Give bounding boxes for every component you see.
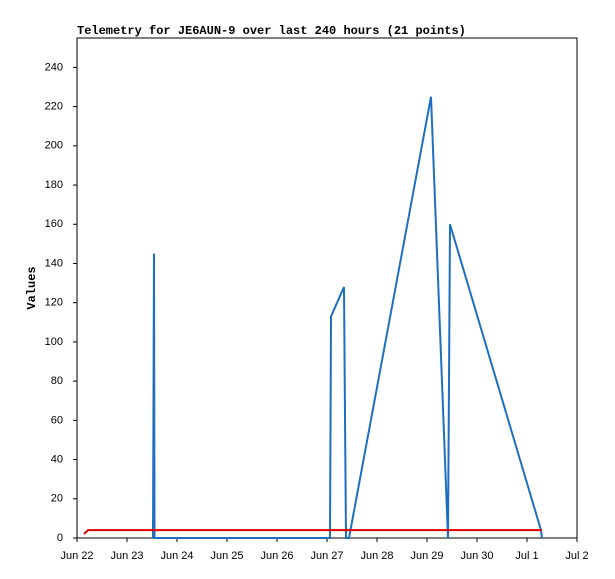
- x-tick-label: Jun 22: [60, 550, 93, 562]
- x-tick-label: Jul 1: [515, 550, 538, 562]
- x-tick-label: Jun 25: [210, 550, 243, 562]
- y-tick-label: 0: [57, 532, 63, 544]
- x-tick-label: Jul 2: [565, 550, 588, 562]
- x-tick-label: Jun 27: [310, 550, 343, 562]
- y-tick-label: 220: [45, 101, 63, 113]
- y-tick-label: 200: [45, 140, 63, 152]
- series-line: [83, 529, 542, 535]
- x-tick-label: Jun 26: [260, 550, 293, 562]
- y-tick-label: 240: [45, 61, 63, 73]
- plot-frame: [76, 37, 578, 539]
- y-tick-label: 100: [45, 336, 63, 348]
- x-tick-label: Jun 23: [110, 550, 143, 562]
- x-tick-label: Jun 30: [460, 550, 493, 562]
- y-tick-label: 120: [45, 297, 63, 309]
- y-tick-label: 180: [45, 179, 63, 191]
- y-tick-label: 60: [51, 414, 63, 426]
- x-tick-label: Jun 29: [410, 550, 443, 562]
- y-tick-label: 20: [51, 493, 63, 505]
- x-tick-label: Jun 28: [360, 550, 393, 562]
- series-line: [152, 96, 543, 539]
- y-tick-label: 40: [51, 453, 63, 465]
- x-tick-label: Jun 24: [160, 550, 193, 562]
- chart-title: Telemetry for JE6AUN-9 over last 240 hou…: [77, 24, 466, 38]
- y-tick-label: 160: [45, 218, 63, 230]
- y-tick-label: 80: [51, 375, 63, 387]
- y-tick-label: 140: [45, 257, 63, 269]
- y-axis-label: Values: [25, 266, 39, 309]
